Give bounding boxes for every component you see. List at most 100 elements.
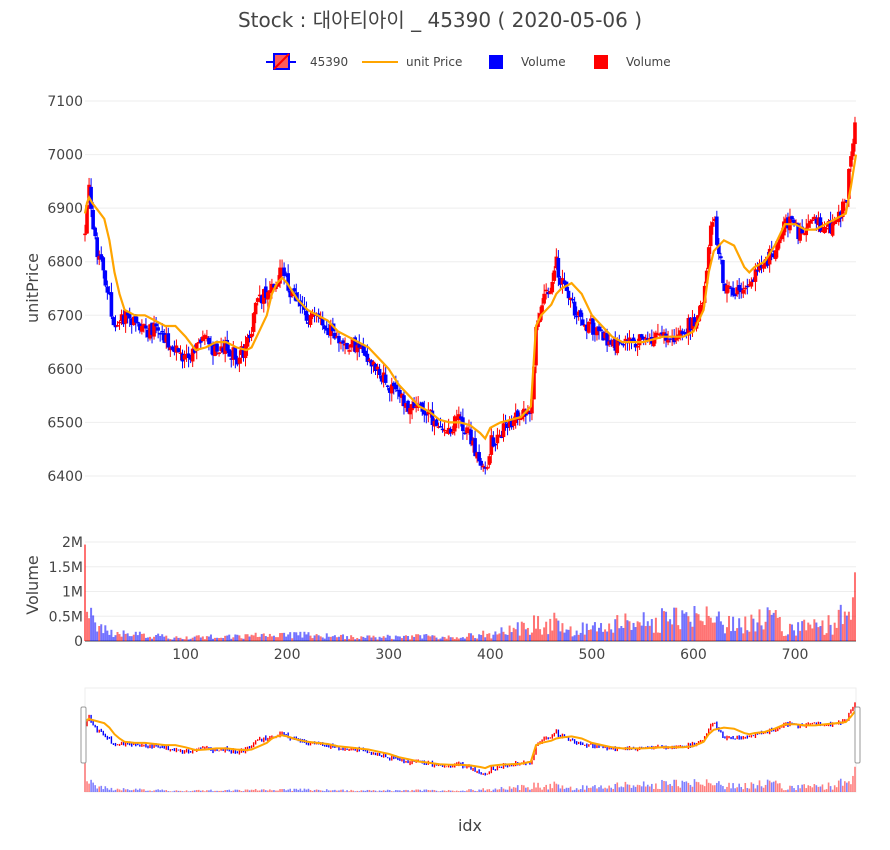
volume-bar[interactable] <box>776 617 779 641</box>
volume-bars[interactable] <box>84 544 856 641</box>
volume-bar[interactable] <box>451 637 454 641</box>
volume-bar[interactable] <box>667 621 670 641</box>
volume-bar[interactable] <box>368 635 371 641</box>
volume-bar[interactable] <box>650 619 653 641</box>
volume-bar[interactable] <box>346 636 349 641</box>
candle-body[interactable] <box>566 290 571 299</box>
candle-body[interactable] <box>306 322 311 324</box>
volume-bar[interactable] <box>342 634 345 641</box>
candle-body[interactable] <box>239 346 244 356</box>
candle-body[interactable] <box>686 317 691 336</box>
volume-bar[interactable] <box>693 606 696 641</box>
volume-bar[interactable] <box>549 618 552 641</box>
volume-bar[interactable] <box>512 627 515 641</box>
candle-body[interactable] <box>582 325 587 327</box>
volume-bar[interactable] <box>374 637 377 641</box>
candle-body[interactable] <box>223 340 227 354</box>
volume-bar[interactable] <box>585 623 588 641</box>
legend-item-candles[interactable]: 45390 <box>266 53 348 70</box>
candle-body[interactable] <box>438 426 443 428</box>
volume-bar[interactable] <box>376 639 379 641</box>
volume-bar[interactable] <box>386 634 389 641</box>
candle-body[interactable] <box>268 290 272 294</box>
candle-body[interactable] <box>739 288 744 293</box>
volume-bar[interactable] <box>187 639 190 641</box>
volume-bar[interactable] <box>224 635 227 641</box>
volume-bar[interactable] <box>636 621 639 641</box>
volume-bar[interactable] <box>209 634 212 641</box>
volume-bar[interactable] <box>126 633 129 641</box>
candle-body[interactable] <box>365 353 370 362</box>
volume-bar[interactable] <box>524 629 527 641</box>
candle-body[interactable] <box>485 467 490 469</box>
volume-bar[interactable] <box>291 638 294 641</box>
volume-bar[interactable] <box>163 636 166 641</box>
candle-body[interactable] <box>798 227 802 241</box>
volume-bar[interactable] <box>583 634 586 641</box>
volume-bar[interactable] <box>520 621 523 641</box>
candle-body[interactable] <box>237 357 242 364</box>
candle-body[interactable] <box>517 418 522 420</box>
candle-body[interactable] <box>767 248 772 265</box>
candle-body[interactable] <box>733 293 737 297</box>
candle-body[interactable] <box>412 401 416 409</box>
volume-bar[interactable] <box>384 637 387 641</box>
candle-body[interactable] <box>357 343 362 348</box>
candle-body[interactable] <box>611 339 616 347</box>
volume-bar[interactable] <box>457 638 460 641</box>
candle-body[interactable] <box>123 310 128 324</box>
volume-bar[interactable] <box>697 614 700 641</box>
volume-bar[interactable] <box>807 622 810 641</box>
volume-bar[interactable] <box>797 622 800 641</box>
candle-body[interactable] <box>428 409 433 412</box>
candle-body[interactable] <box>121 315 126 325</box>
volume-bar[interactable] <box>283 632 286 641</box>
volume-bar[interactable] <box>823 634 826 641</box>
volume-bar[interactable] <box>569 626 572 641</box>
volume-bar[interactable] <box>370 637 373 641</box>
volume-bar[interactable] <box>537 616 540 641</box>
volume-bar[interactable] <box>474 638 477 641</box>
candle-body[interactable] <box>489 435 494 455</box>
volume-bar[interactable] <box>703 625 706 641</box>
volume-bar[interactable] <box>547 634 550 641</box>
volume-bar[interactable] <box>849 619 852 641</box>
volume-bar[interactable] <box>644 626 647 641</box>
volume-bar[interactable] <box>476 638 479 641</box>
candle-body[interactable] <box>511 420 516 426</box>
candle-body[interactable] <box>619 342 624 344</box>
candle-body[interactable] <box>282 267 286 276</box>
candle-body[interactable] <box>333 332 337 339</box>
candle-body[interactable] <box>83 233 87 236</box>
volume-bar[interactable] <box>500 627 503 641</box>
candle-body[interactable] <box>585 324 589 332</box>
volume-bar[interactable] <box>766 607 769 641</box>
volume-bar[interactable] <box>307 632 310 641</box>
volume-bar[interactable] <box>528 634 531 641</box>
volume-bar[interactable] <box>344 639 347 641</box>
volume-bar[interactable] <box>715 616 718 641</box>
volume-bar[interactable] <box>102 633 105 641</box>
candle-body[interactable] <box>826 221 831 227</box>
volume-bar[interactable] <box>305 634 308 641</box>
candle-body[interactable] <box>432 420 437 427</box>
volume-bar[interactable] <box>825 633 828 641</box>
candle-body[interactable] <box>745 285 750 288</box>
candle-body[interactable] <box>771 253 776 258</box>
candle-body[interactable] <box>605 333 609 346</box>
candle-body[interactable] <box>735 287 739 295</box>
volume-bar[interactable] <box>94 622 97 641</box>
volume-bar[interactable] <box>311 638 314 641</box>
volume-bar[interactable] <box>480 634 483 641</box>
candle-body[interactable] <box>452 416 457 432</box>
candle-body[interactable] <box>800 226 804 234</box>
volume-bar[interactable] <box>90 607 93 641</box>
volume-bar[interactable] <box>557 620 560 641</box>
volume-bar[interactable] <box>632 622 635 641</box>
volume-bar[interactable] <box>813 619 816 641</box>
volume-bar[interactable] <box>717 611 720 641</box>
volume-bar[interactable] <box>242 638 245 641</box>
candle-body[interactable] <box>558 277 563 285</box>
candle-body[interactable] <box>597 326 601 332</box>
candle-body[interactable] <box>778 239 782 244</box>
